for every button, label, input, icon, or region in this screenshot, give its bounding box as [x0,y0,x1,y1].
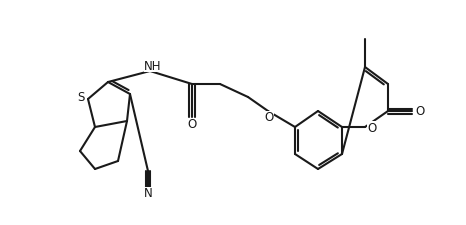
Text: NH: NH [144,59,162,72]
Text: S: S [77,91,85,104]
Text: O: O [415,105,425,118]
Text: N: N [144,187,152,200]
Text: O: O [367,121,377,134]
Text: O: O [264,111,274,124]
Text: O: O [187,118,197,131]
